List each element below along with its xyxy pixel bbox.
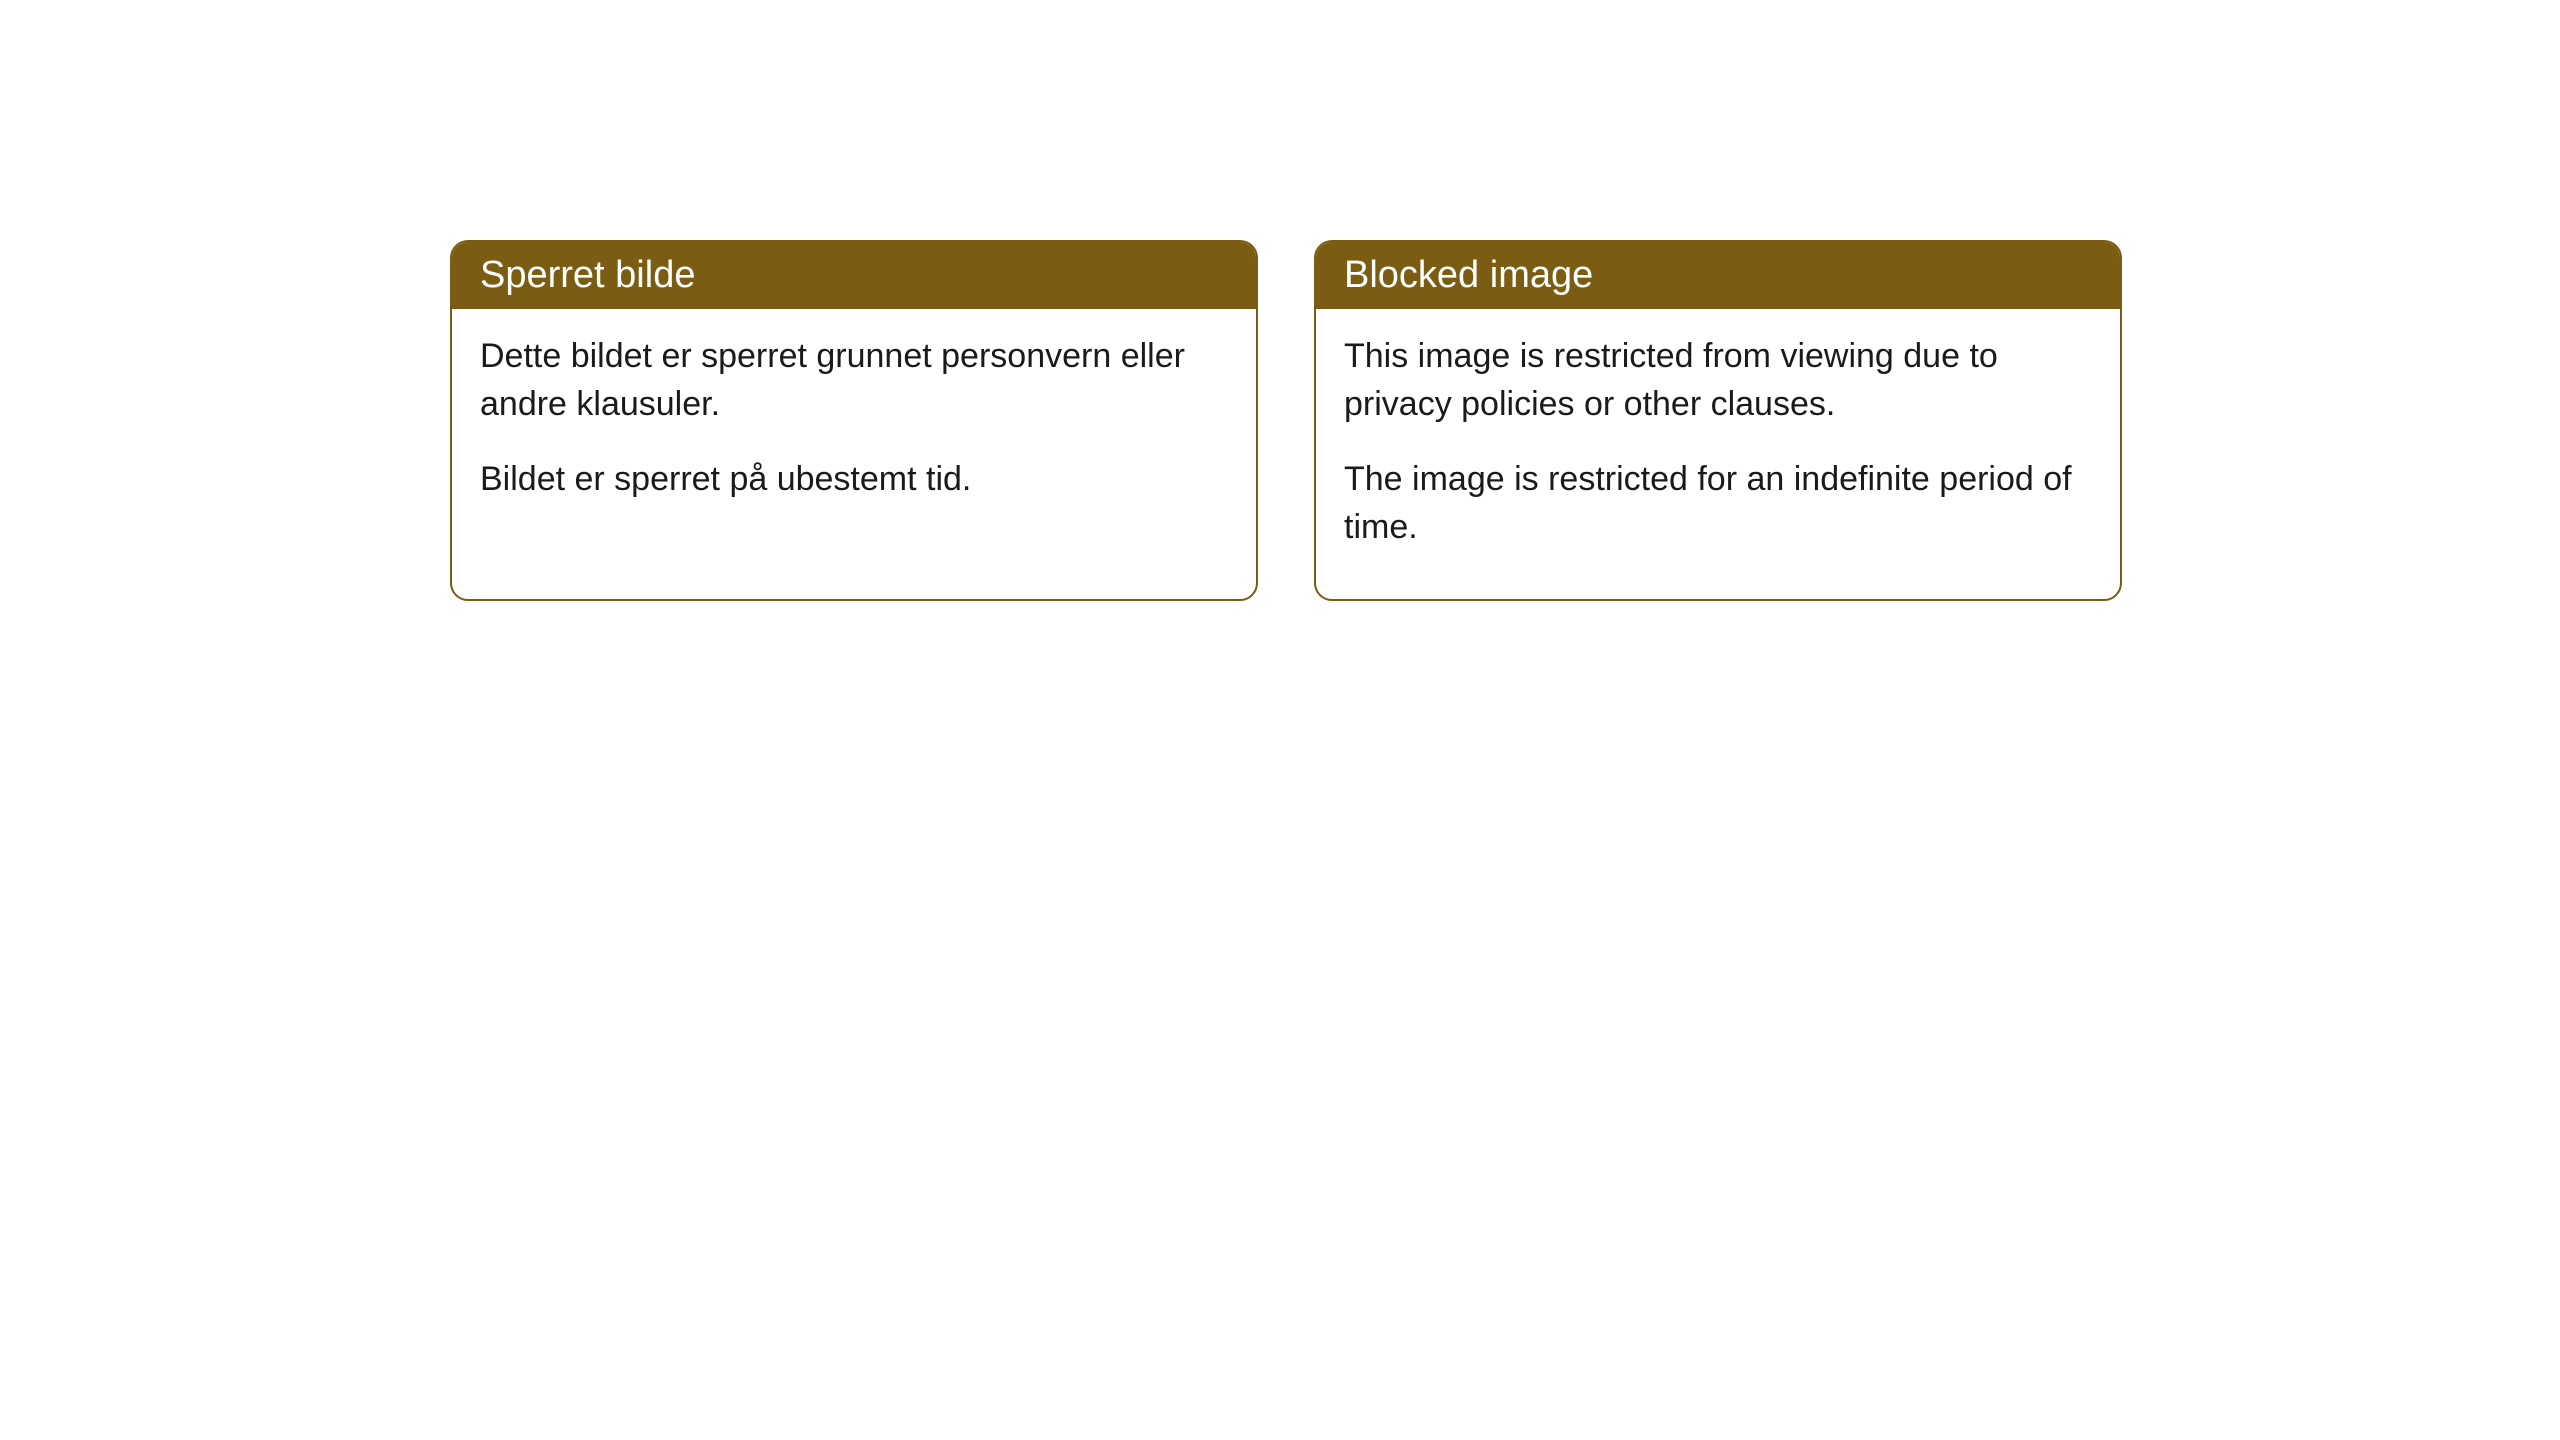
card-title: Sperret bilde (480, 254, 695, 296)
card-paragraph: Dette bildet er sperret grunnet personve… (480, 333, 1228, 428)
notice-card-english: Blocked image This image is restricted f… (1314, 240, 2122, 601)
card-paragraph: This image is restricted from viewing du… (1344, 333, 2092, 428)
card-body: Dette bildet er sperret grunnet personve… (452, 309, 1256, 552)
card-header: Sperret bilde (452, 242, 1256, 309)
card-paragraph: Bildet er sperret på ubestemt tid. (480, 456, 1228, 504)
notice-cards-container: Sperret bilde Dette bildet er sperret gr… (450, 240, 2560, 601)
card-body: This image is restricted from viewing du… (1316, 309, 2120, 599)
card-paragraph: The image is restricted for an indefinit… (1344, 456, 2092, 551)
card-header: Blocked image (1316, 242, 2120, 309)
card-title: Blocked image (1344, 254, 1593, 296)
notice-card-norwegian: Sperret bilde Dette bildet er sperret gr… (450, 240, 1258, 601)
